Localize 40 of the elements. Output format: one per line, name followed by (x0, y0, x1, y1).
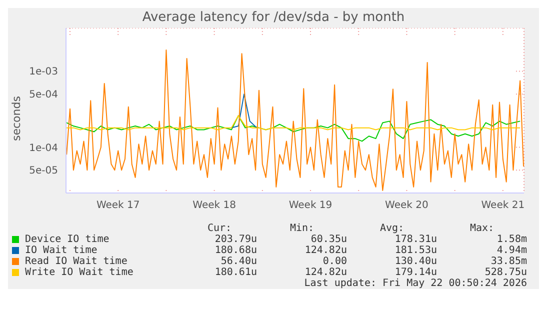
text: 130.40u (394, 256, 437, 267)
text: 178.31u (394, 234, 437, 245)
x-tick-label: Week 21 (481, 200, 525, 212)
y-tick-label: 1e-03 (29, 66, 58, 78)
text: 0.00 (322, 256, 347, 267)
text: Max: (468, 223, 496, 234)
x-tick-label: Week 18 (192, 200, 236, 212)
x-tick-label: Week 17 (96, 200, 140, 212)
line-series (230, 94, 258, 128)
text: 124.82u (304, 245, 347, 256)
text: 33.85m (490, 256, 527, 267)
text: 203.79u (214, 234, 257, 245)
text: 1.58m (496, 234, 527, 245)
legend-label: IO Wait time (25, 245, 98, 256)
y-tick-label: 5e-04 (29, 90, 58, 101)
line-series (66, 115, 521, 142)
x-tick-label: Week 20 (385, 200, 428, 212)
text: Last update: Fri May 22 00:50:24 2026 (303, 278, 527, 289)
y-tick-label: 1e-04 (29, 142, 58, 154)
legend-label: Write IO Wait time (25, 267, 134, 278)
text: 4.94m (496, 245, 527, 256)
text: 180.61u (214, 267, 257, 278)
y-tick-label: 5e-05 (29, 166, 58, 177)
text: 60.35u (310, 234, 347, 245)
text: 181.53u (394, 245, 437, 256)
line-series (66, 115, 521, 130)
text: Min: (288, 223, 316, 234)
y-axis-title: seconds (10, 96, 22, 140)
legend-label: Device IO time (25, 234, 110, 245)
text: Cur: (206, 223, 233, 234)
chart-title: Average latency for /dev/sda - by month (141, 9, 406, 27)
text: Avg: (378, 223, 406, 234)
text: 56.40u (220, 256, 257, 267)
text: 180.68u (214, 245, 257, 256)
x-tick-label: Week 19 (288, 200, 332, 212)
text: 124.82u (304, 267, 347, 278)
text: 528.75u (484, 267, 527, 278)
text: 179.14u (394, 267, 437, 278)
line-series (66, 50, 524, 191)
legend-label: Read IO Wait time (25, 256, 128, 267)
